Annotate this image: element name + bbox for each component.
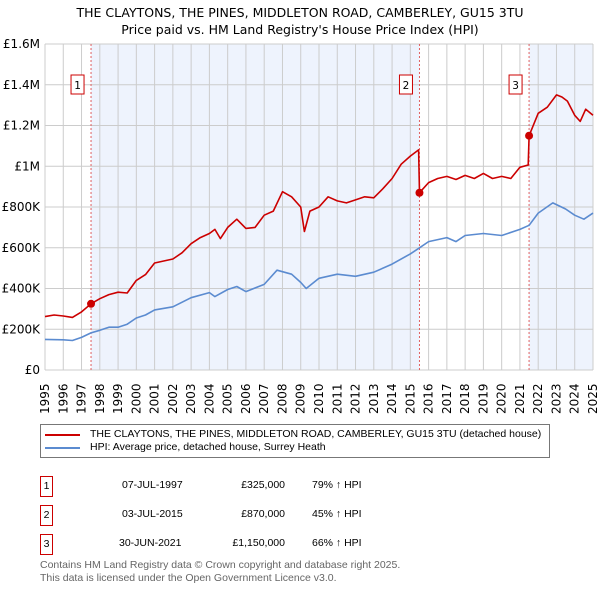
y-tick-label: £1.2M [3, 119, 40, 133]
y-tick-label: £200K [2, 322, 42, 336]
sale-label-box [70, 74, 85, 95]
sale-row: 1 07-JUL-1997 £325,000 79% ↑ HPI [40, 476, 440, 497]
sale-point [415, 188, 424, 197]
sale-label-box [508, 74, 523, 95]
x-tick-label: 2009 [294, 383, 308, 414]
x-tick-label: 2013 [367, 383, 381, 414]
x-tick-label: 2018 [458, 383, 472, 414]
footer-line: Contains HM Land Registry data © Crown c… [40, 559, 401, 571]
x-tick-label: 2017 [440, 383, 454, 414]
sale-hpi: 66% ↑ HPI [312, 537, 362, 549]
x-tick-label: 1999 [111, 383, 125, 414]
y-tick-label: £1M [14, 159, 40, 173]
x-tick-label: 2022 [531, 383, 545, 414]
footer-line: This data is licensed under the Open Gov… [40, 571, 337, 584]
footer: Contains HM Land Registry data © Crown c… [40, 559, 400, 584]
sale-label: 1 [74, 80, 81, 92]
legend: THE CLAYTONS, THE PINES, MIDDLETON ROAD,… [40, 424, 550, 458]
sale-price: £325,000 [241, 479, 285, 491]
x-tick-label: 2020 [495, 383, 509, 414]
chart-title-line-2: Price paid vs. HM Land Registry's House … [121, 22, 478, 37]
x-tick-label: 2002 [166, 383, 180, 414]
x-tick-label: 2006 [239, 383, 253, 414]
x-tick-label: 2016 [422, 383, 436, 414]
x-tick-label: 2024 [568, 383, 582, 414]
sale-label-box [398, 74, 413, 95]
sale-label: 3 [512, 80, 519, 92]
sale-point [87, 299, 96, 308]
sale-badge: 2 [40, 505, 53, 526]
x-tick-label: 2005 [221, 383, 235, 414]
sale-hpi: 79% ↑ HPI [312, 479, 362, 491]
sale-price: £1,150,000 [232, 537, 285, 549]
x-tick-label: 2008 [275, 383, 289, 414]
sale-hpi: 45% ↑ HPI [312, 508, 362, 520]
x-tick-label: 2025 [586, 383, 600, 414]
y-tick-label: £1.4M [3, 78, 40, 92]
x-tick-label: 1998 [93, 383, 107, 414]
x-tick-label: 2012 [349, 383, 363, 414]
sale-row: 2 03-JUL-2015 £870,000 45% ↑ HPI [40, 505, 440, 526]
sale-row: 3 30-JUN-2021 £1,150,000 66% ↑ HPI [40, 534, 440, 555]
sale-label: 2 [403, 80, 410, 92]
x-tick-label: 1996 [56, 383, 70, 414]
sale-badge: 1 [40, 476, 53, 497]
x-tick-label: 2003 [184, 383, 198, 414]
series-line [44, 202, 594, 342]
sale-price: £870,000 [241, 508, 285, 520]
y-tick-label: £400K [2, 282, 42, 296]
sale-date: 30-JUN-2021 [119, 537, 182, 549]
y-tick-label: £800K [2, 200, 42, 214]
series-line [44, 94, 594, 319]
x-tick-label: 2021 [513, 383, 527, 414]
legend-item-hpi: HPI: Average price, detached house, Surr… [45, 441, 545, 454]
x-tick-label: 2001 [148, 383, 162, 414]
chart-title-line-1: THE CLAYTONS, THE PINES, MIDDLETON ROAD,… [76, 5, 524, 20]
x-tick-label: 1995 [38, 383, 52, 414]
sale-badge: 3 [40, 534, 53, 555]
price-chart: THE CLAYTONS, THE PINES, MIDDLETON ROAD,… [2, 5, 600, 414]
sale-date: 03-JUL-2015 [122, 508, 183, 520]
legend-label: HPI: Average price, detached house, Surr… [90, 441, 326, 453]
legend-swatch-red [45, 434, 80, 436]
legend-label: THE CLAYTONS, THE PINES, MIDDLETON ROAD,… [90, 428, 542, 440]
sale-date: 07-JUL-1997 [122, 479, 183, 491]
sale-point [525, 131, 534, 140]
x-tick-label: 2014 [385, 383, 399, 414]
y-tick-label: £1.6M [3, 37, 40, 51]
x-tick-label: 2000 [129, 383, 143, 414]
y-tick-label: £600K [2, 241, 42, 255]
x-tick-label: 1997 [75, 383, 89, 414]
x-tick-label: 2011 [330, 383, 344, 414]
x-tick-label: 2007 [257, 383, 271, 414]
x-tick-label: 2023 [549, 383, 563, 414]
x-tick-label: 2004 [202, 383, 216, 414]
x-tick-label: 2010 [312, 383, 326, 414]
y-tick-label: £0 [25, 363, 40, 377]
x-tick-label: 2019 [476, 383, 490, 414]
x-tick-label: 2015 [403, 383, 417, 414]
legend-item-property: THE CLAYTONS, THE PINES, MIDDLETON ROAD,… [45, 428, 545, 441]
legend-swatch-blue [45, 447, 80, 449]
